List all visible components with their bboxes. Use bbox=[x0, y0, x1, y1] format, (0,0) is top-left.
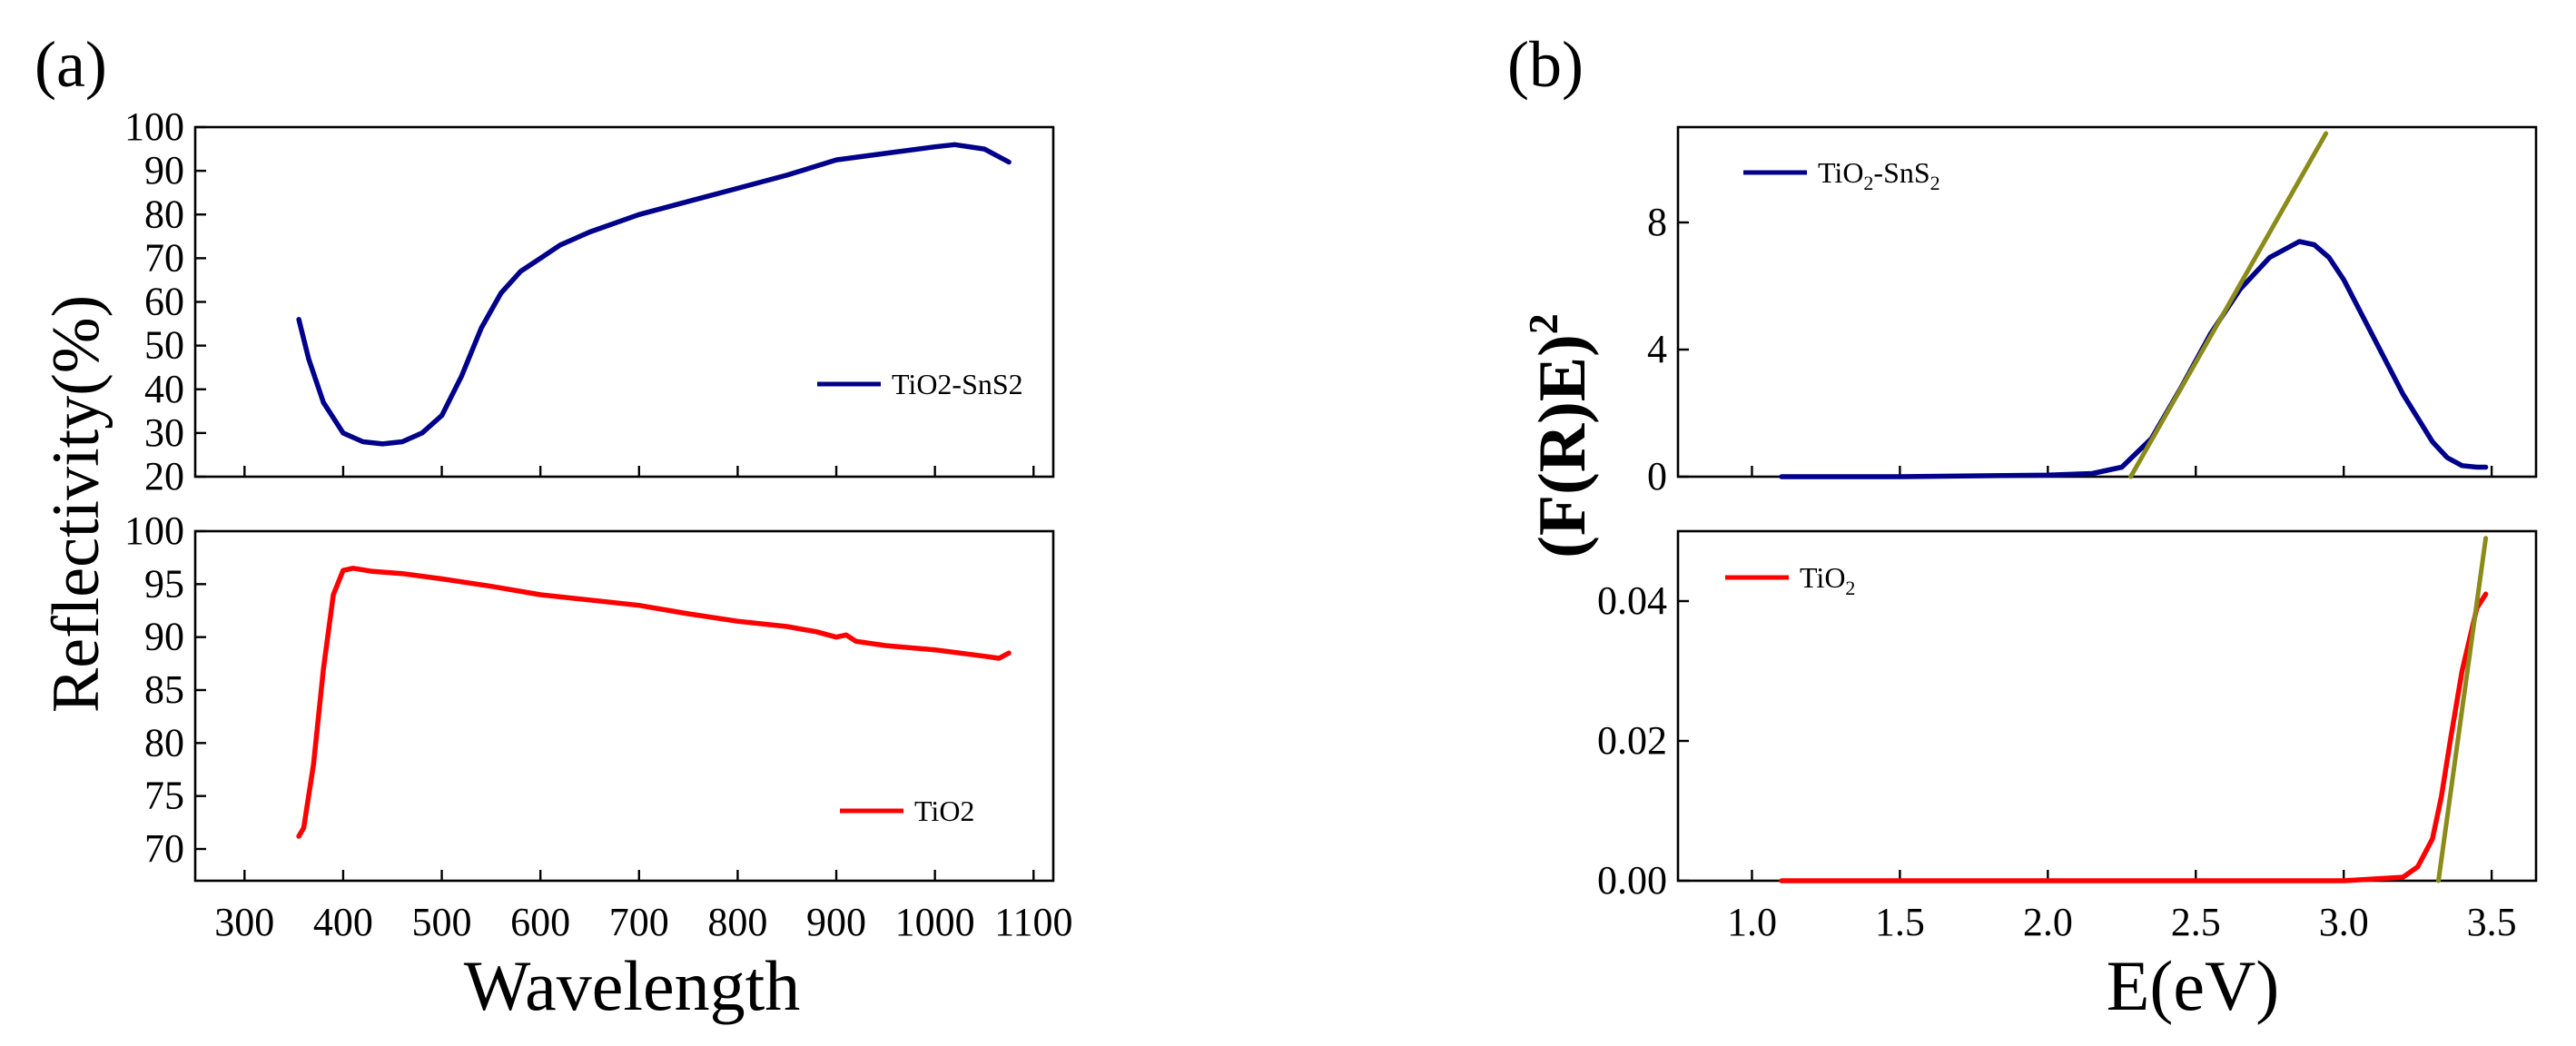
panel-a-bottom-x-tick-label: 400 bbox=[313, 900, 373, 944]
panel-b-bottom-y-tick-label: 0.00 bbox=[1597, 858, 1667, 903]
panel-a-top-y-tick-label: 50 bbox=[144, 323, 184, 368]
panel-a-top-y-tick-label: 100 bbox=[124, 104, 184, 149]
panel-b-bottom-x-tick-label: 3.0 bbox=[2319, 900, 2369, 944]
panel-b-xlabel: E(eV) bbox=[2107, 946, 2280, 1025]
panel-b-bottom-y-tick-label: 0.02 bbox=[1597, 718, 1667, 763]
panel-a-bottom-x-tick-label: 1100 bbox=[994, 900, 1072, 944]
panel-a-bottom-y-tick-label: 95 bbox=[144, 561, 184, 606]
panel-b-bottom-x-tick-label: 1.5 bbox=[1875, 900, 1925, 944]
panel-b-top-legend-label-base: TiO bbox=[1818, 156, 1863, 189]
panel-a-bottom-x-tick-label: 300 bbox=[214, 900, 274, 944]
panel-a-bottom-series-line bbox=[296, 566, 1012, 839]
panel-b-top-series-line bbox=[1779, 239, 2489, 479]
panel-b-bottom-x-tick-label: 3.5 bbox=[2467, 900, 2517, 944]
panel-b-bottom-legend-label-base: TiO bbox=[1800, 561, 1845, 594]
panel-b-top-plot-frame bbox=[1676, 125, 2538, 479]
panel-b-bottom-x-tick-label: 2.5 bbox=[2171, 900, 2221, 944]
panel-a-label: (a) bbox=[35, 28, 107, 101]
panel-b-bottom-legend-label: TiO2 bbox=[1800, 561, 1855, 599]
panel-a-bottom-y-tick-label: 90 bbox=[144, 615, 184, 659]
panel-b-top-legend-label: TiO2-SnS2 bbox=[1818, 156, 1940, 194]
panel-a-xlabel: Wavelength bbox=[464, 946, 801, 1025]
panel-a-top-plot-frame bbox=[193, 125, 1055, 479]
panel-b-top-series-fit-line bbox=[2128, 131, 2329, 479]
panel-b-ylabel-sup: 2 bbox=[1520, 313, 1566, 334]
panel-a-bottom-x-tick-label: 1000 bbox=[895, 900, 975, 944]
panel-a-ylabel: Reflectivity(%) bbox=[39, 295, 114, 713]
panel-b-ylabel: (F(R)E)2 bbox=[1520, 313, 1600, 558]
panel-b-bottom-y-tick-label: 0.04 bbox=[1597, 578, 1667, 623]
panel-a-bottom-x-tick-label: 900 bbox=[806, 900, 866, 944]
panel-a-top-y-tick-label: 30 bbox=[144, 410, 184, 455]
panel-b-top-legend-label-sub2: 2 bbox=[1930, 172, 1940, 194]
panel-a-top-y-tick-label: 20 bbox=[144, 454, 184, 498]
panel-a-bottom-x-tick-label: 600 bbox=[510, 900, 570, 944]
panel-a-top-y-tick-label: 60 bbox=[144, 280, 184, 324]
panel-b-label: (b) bbox=[1507, 28, 1584, 101]
panel-a-bottom-x-tick-label: 500 bbox=[412, 900, 472, 944]
panel-a-bottom-y-tick-label: 100 bbox=[124, 508, 184, 553]
panel-a-bottom-y-tick-label: 80 bbox=[144, 720, 184, 765]
panel-b-top-y-tick-label: 8 bbox=[1647, 200, 1667, 244]
panel-a-bottom-y-tick-label: 85 bbox=[144, 667, 184, 712]
panel-b-bottom-x-tick-label: 2.0 bbox=[2023, 900, 2073, 944]
panel-b-top-y-tick-label: 0 bbox=[1647, 454, 1667, 498]
panel-a-bottom-legend-label: TiO2 bbox=[914, 794, 974, 827]
panel-b-top-y-tick-label: 4 bbox=[1647, 327, 1667, 371]
panel-a-bottom-x-tick-label: 700 bbox=[609, 900, 669, 944]
panel-b-top-legend-label-mid: -SnS bbox=[1873, 156, 1930, 189]
panel-a-top-y-tick-label: 90 bbox=[144, 148, 184, 192]
panel-a-bottom-plot-frame bbox=[193, 529, 1055, 883]
panel-a-top-legend-label: TiO2-SnS2 bbox=[892, 368, 1023, 400]
panel-a-top-series-line bbox=[296, 142, 1012, 447]
panel-b-ylabel-main: (F(R)E) bbox=[1525, 334, 1600, 558]
panel-b-bottom-x-tick-label: 1.0 bbox=[1727, 900, 1777, 944]
panel-a-bottom-y-tick-label: 70 bbox=[144, 826, 184, 871]
panel-a-top-y-tick-label: 80 bbox=[144, 192, 184, 236]
panel-b-bottom-legend-label-sub: 2 bbox=[1845, 577, 1855, 599]
panel-a-top-y-tick-label: 70 bbox=[144, 235, 184, 280]
panel-a-bottom-x-tick-label: 800 bbox=[707, 900, 767, 944]
panel-b-bottom-series-line bbox=[1779, 591, 2489, 883]
panel-b-top-legend-label-sub: 2 bbox=[1863, 172, 1873, 194]
panel-a-top-y-tick-label: 40 bbox=[144, 367, 184, 411]
panel-b-bottom-series-fit-line bbox=[2436, 536, 2489, 883]
panel-a-bottom-y-tick-label: 75 bbox=[144, 774, 184, 818]
